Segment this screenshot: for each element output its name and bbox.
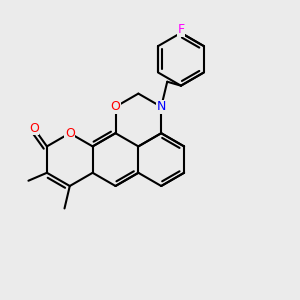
- Text: O: O: [111, 100, 120, 113]
- Text: N: N: [157, 100, 166, 113]
- Text: O: O: [65, 127, 75, 140]
- Text: O: O: [29, 122, 39, 135]
- Text: F: F: [177, 23, 184, 36]
